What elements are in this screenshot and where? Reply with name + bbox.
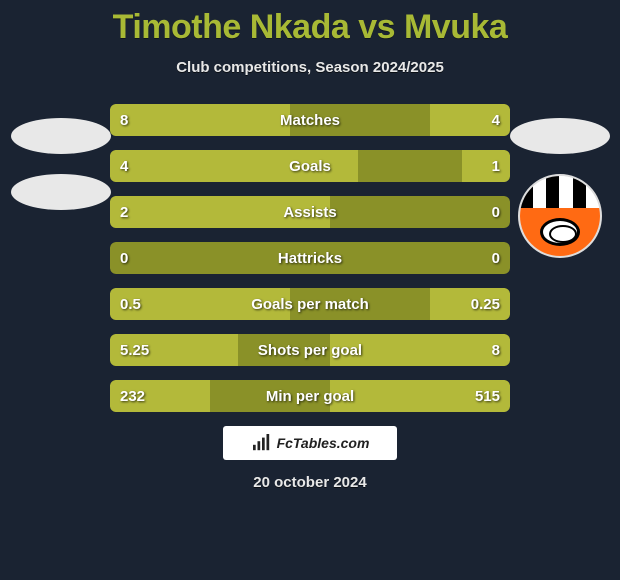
left-team-badges xyxy=(8,118,113,230)
stat-bar-row: 84Matches xyxy=(110,104,510,136)
bar-label: Min per goal xyxy=(110,380,510,412)
date-text: 20 october 2024 xyxy=(0,474,620,491)
bar-label: Matches xyxy=(110,104,510,136)
badge-placeholder-icon xyxy=(11,174,111,210)
chart-bars-icon xyxy=(251,434,273,452)
right-team-badges xyxy=(507,118,612,258)
stat-bar-row: 5.258Shots per goal xyxy=(110,334,510,366)
comparison-bars: 84Matches 41Goals 20Assists 00Hattricks 0.50… xyxy=(110,104,510,412)
bar-label: Shots per goal xyxy=(110,334,510,366)
badge-placeholder-icon xyxy=(11,118,111,154)
stat-bar-row: 41Goals xyxy=(110,150,510,182)
page-title: Timothe Nkada vs Mvuka xyxy=(0,0,620,47)
stat-bar-row: 00Hattricks xyxy=(110,242,510,274)
stat-bar-row: 0.50.25Goals per match xyxy=(110,288,510,320)
bar-label: Goals xyxy=(110,150,510,182)
stat-bar-row: 232515Min per goal xyxy=(110,380,510,412)
bar-label: Assists xyxy=(110,196,510,228)
site-logo: FcTables.com xyxy=(223,426,397,460)
bar-label: Hattricks xyxy=(110,242,510,274)
site-logo-text: FcTables.com xyxy=(277,435,370,451)
stat-bar-row: 20Assists xyxy=(110,196,510,228)
badge-placeholder-icon xyxy=(510,118,610,154)
club-crest-icon xyxy=(518,174,602,258)
bar-label: Goals per match xyxy=(110,288,510,320)
page-subtitle: Club competitions, Season 2024/2025 xyxy=(0,59,620,76)
